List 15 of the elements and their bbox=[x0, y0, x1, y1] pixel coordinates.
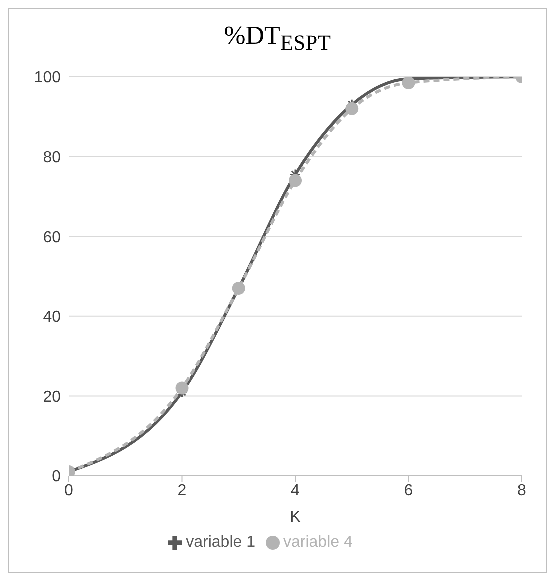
y-tick-label: 40 bbox=[43, 309, 62, 326]
y-tick-label: 80 bbox=[43, 149, 62, 166]
y-tick-label: 60 bbox=[43, 229, 62, 246]
chart-title: %DT$_{ESPT}$ bbox=[223, 21, 332, 56]
x-tick-label: 0 bbox=[64, 482, 74, 500]
x-axis-title: K bbox=[290, 509, 302, 526]
x-tick-label: 6 bbox=[404, 482, 414, 500]
x-tick-label: 8 bbox=[518, 482, 527, 500]
legend-label: variable 1 bbox=[186, 534, 256, 551]
x-tick-label: 4 bbox=[291, 482, 300, 500]
x-tick-label: 2 bbox=[178, 482, 187, 500]
y-tick-label: 100 bbox=[34, 70, 62, 87]
y-tick-label: 0 bbox=[52, 468, 62, 486]
legend-label: variable 4 bbox=[284, 534, 353, 551]
y-tick-label: 20 bbox=[43, 388, 62, 406]
